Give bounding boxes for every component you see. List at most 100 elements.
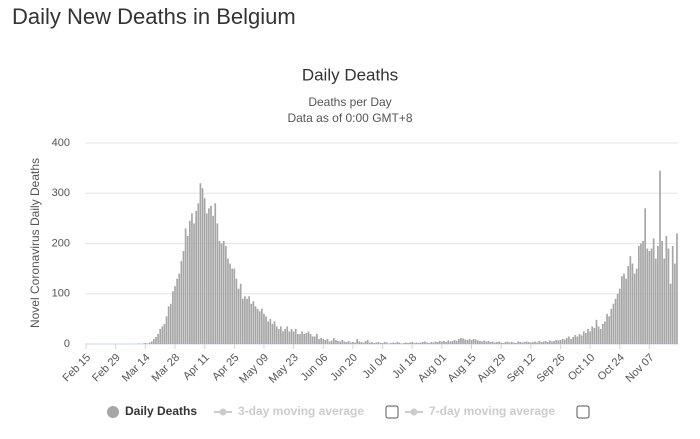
bar xyxy=(280,326,282,344)
x-tick-label: Feb 29 xyxy=(90,352,123,385)
bar xyxy=(466,339,469,344)
bar xyxy=(532,341,534,344)
bar xyxy=(349,342,352,344)
bar xyxy=(561,338,564,344)
bar xyxy=(229,263,231,344)
bar xyxy=(498,341,500,344)
bar xyxy=(409,342,411,344)
bar xyxy=(375,342,378,344)
bar xyxy=(457,338,460,344)
bar xyxy=(438,340,441,344)
bar xyxy=(292,331,295,344)
bar xyxy=(339,341,342,344)
x-tick-label: Nov 07 xyxy=(623,352,656,385)
x-tick-label: May 23 xyxy=(267,352,301,386)
bar xyxy=(216,223,219,344)
bar xyxy=(305,332,308,344)
bar xyxy=(546,341,549,344)
legend-label[interactable]: Daily Deaths xyxy=(125,404,197,418)
bar xyxy=(606,313,608,344)
bar xyxy=(527,341,530,344)
bar xyxy=(335,339,337,344)
bar xyxy=(377,341,380,344)
x-tick-label: Mar 14 xyxy=(120,352,153,385)
bar xyxy=(182,251,185,344)
bar xyxy=(623,273,625,344)
bar xyxy=(142,343,145,344)
bar xyxy=(178,273,181,344)
bar xyxy=(341,339,344,344)
bar xyxy=(390,342,392,344)
bar xyxy=(364,340,367,344)
bar xyxy=(517,341,519,344)
bar xyxy=(559,339,562,344)
bar xyxy=(241,298,244,344)
bar xyxy=(502,342,505,344)
chart-title: Daily Deaths xyxy=(302,65,398,84)
bar xyxy=(646,248,649,344)
bar xyxy=(316,333,318,344)
bar xyxy=(138,343,140,344)
bar xyxy=(373,342,375,344)
bar xyxy=(599,328,602,344)
bar xyxy=(595,319,598,344)
x-tick-label: Apr 25 xyxy=(210,352,241,383)
legend-label[interactable]: 3-day moving average xyxy=(238,404,364,418)
bar xyxy=(311,336,314,344)
bar xyxy=(362,342,365,344)
legend-label[interactable]: 7-day moving average xyxy=(429,404,555,418)
bar xyxy=(212,215,214,344)
bar xyxy=(426,342,428,344)
bar xyxy=(356,338,358,344)
bar xyxy=(146,343,149,344)
bar xyxy=(235,278,238,344)
bar xyxy=(616,293,619,344)
bar xyxy=(574,334,577,344)
bar xyxy=(398,342,401,344)
bar xyxy=(460,337,462,344)
x-tick-label: Oct 10 xyxy=(566,352,597,383)
bar xyxy=(637,246,640,344)
bar xyxy=(320,337,322,344)
bar xyxy=(392,342,394,344)
bar xyxy=(237,288,240,344)
bar xyxy=(474,339,477,344)
bar xyxy=(441,341,443,344)
bar xyxy=(665,235,668,344)
bar xyxy=(627,266,630,344)
bar xyxy=(625,278,627,344)
bar xyxy=(669,283,672,344)
bar xyxy=(568,336,570,344)
bar xyxy=(303,333,306,344)
bar xyxy=(381,342,384,344)
bar xyxy=(430,341,433,344)
bar xyxy=(667,248,670,344)
bar xyxy=(601,323,604,344)
bar xyxy=(197,203,200,344)
bar xyxy=(510,341,513,344)
bar xyxy=(307,331,310,344)
bar xyxy=(277,328,280,344)
bar xyxy=(451,340,454,344)
bar xyxy=(506,341,509,344)
legend-checkbox[interactable] xyxy=(385,405,399,419)
bar xyxy=(324,339,327,344)
legend-checkbox[interactable] xyxy=(576,405,590,419)
bar xyxy=(250,303,253,344)
x-tick-label: Oct 24 xyxy=(596,352,627,383)
bar xyxy=(449,341,452,344)
y-axis-label: Novel Coronavirus Daily Deaths xyxy=(28,158,42,328)
bar xyxy=(271,323,274,344)
bar xyxy=(345,341,348,344)
bar xyxy=(631,263,634,344)
x-tick-label: Jun 20 xyxy=(328,352,360,384)
bar xyxy=(407,342,409,344)
bar xyxy=(330,340,333,344)
bar xyxy=(424,341,426,344)
bar xyxy=(523,341,526,344)
bar xyxy=(220,243,223,344)
bar xyxy=(233,268,236,344)
legend-marker xyxy=(410,408,418,416)
bar xyxy=(650,248,653,344)
bar xyxy=(354,342,356,344)
